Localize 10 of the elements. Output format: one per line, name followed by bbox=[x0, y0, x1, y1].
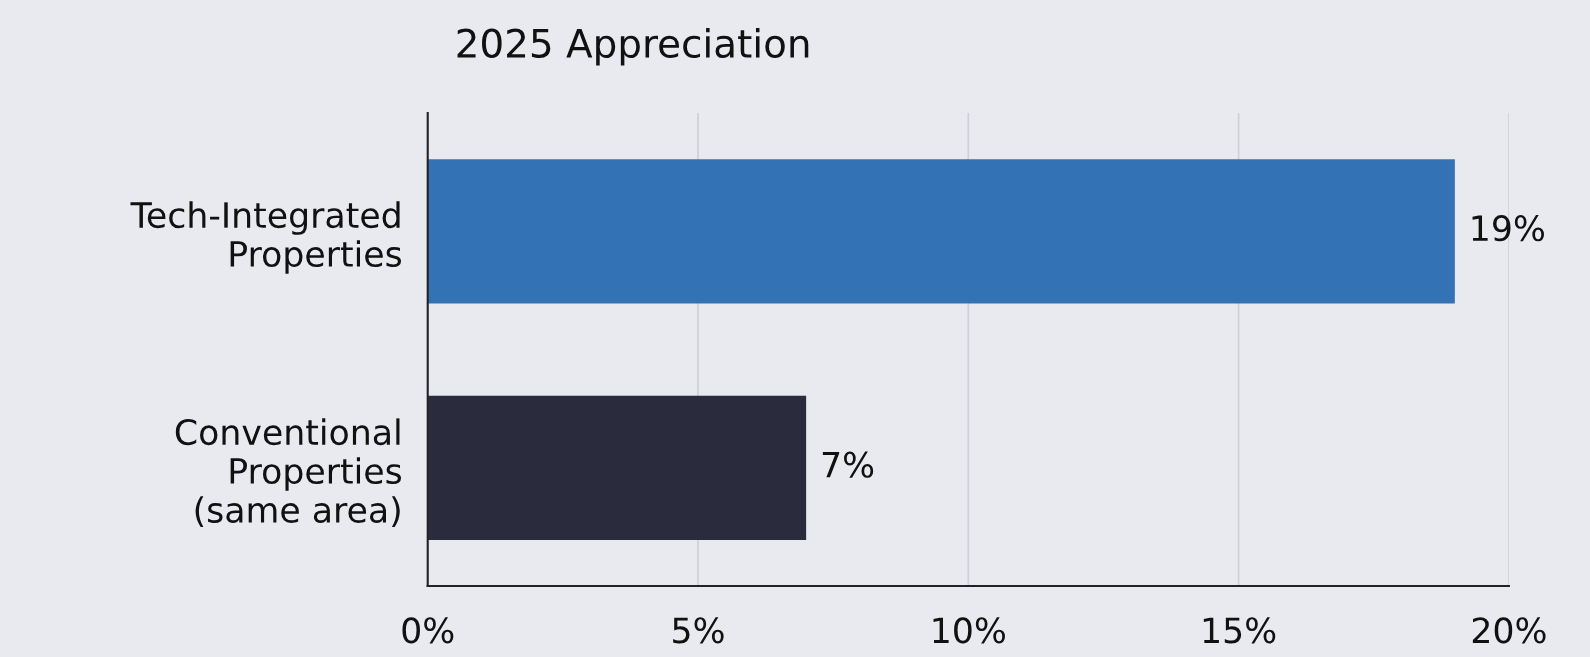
y-tick-label: Conventional Properties (same area) bbox=[175, 418, 402, 528]
x-tick-label: 15% bbox=[1203, 617, 1276, 644]
y-tick-label: Tech-Integrated Properties bbox=[130, 201, 402, 274]
x-tick-label: 0% bbox=[402, 617, 454, 644]
chart-title: 2025 Appreciation bbox=[457, 27, 809, 66]
data-label: 7% bbox=[822, 451, 874, 478]
x-tick-label: 20% bbox=[1472, 617, 1546, 644]
x-tick-label: 10% bbox=[933, 617, 1005, 644]
x-tick-label: 5% bbox=[673, 617, 724, 644]
data-label: 19% bbox=[1472, 215, 1544, 242]
